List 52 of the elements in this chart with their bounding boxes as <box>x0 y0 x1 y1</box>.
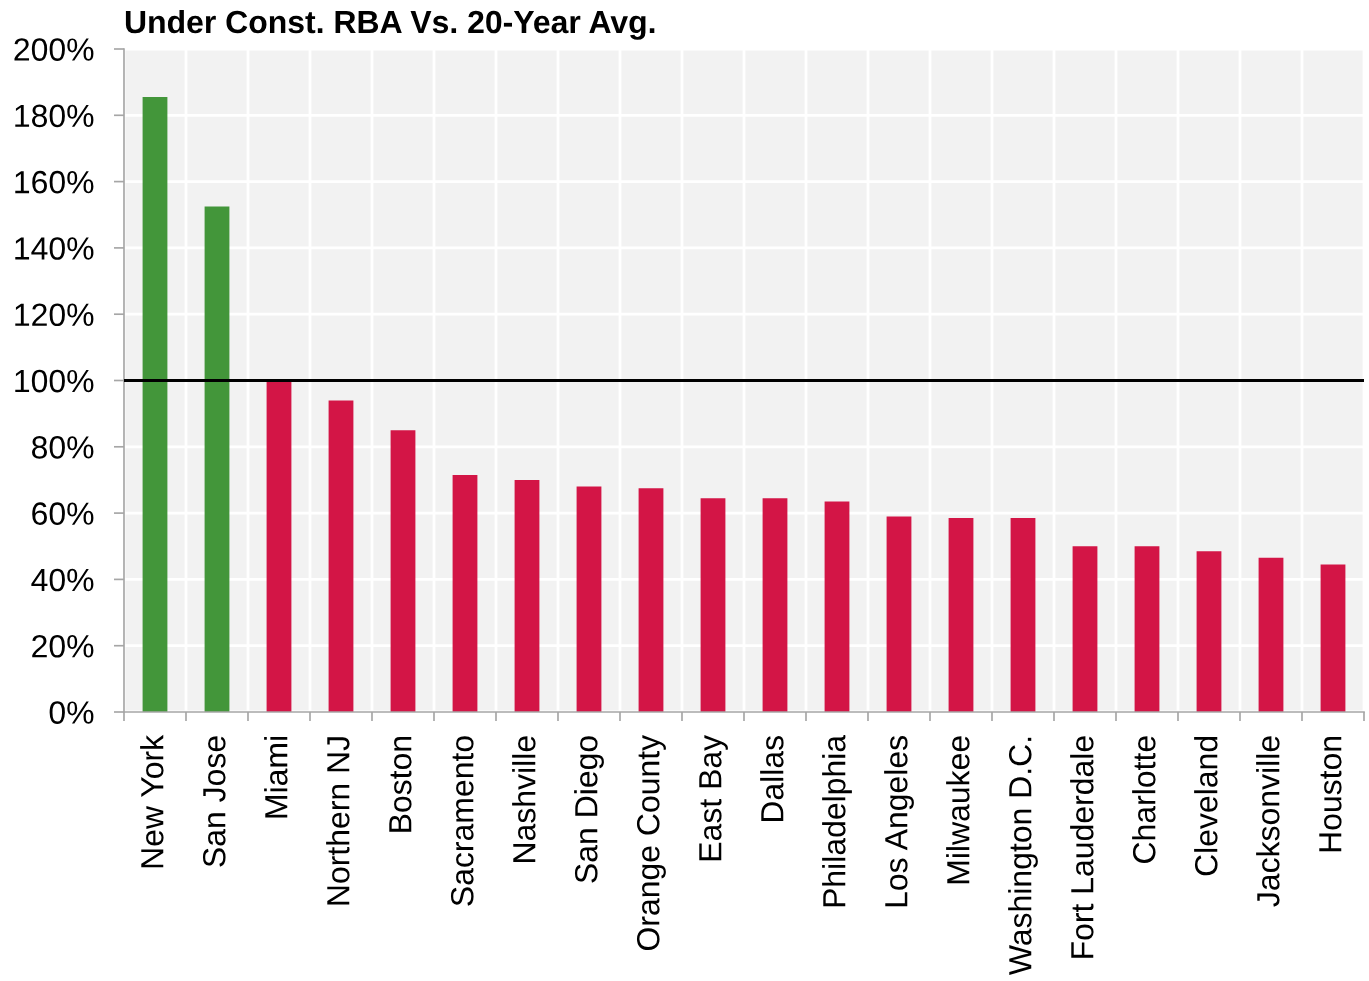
x-tick-label: San Diego <box>574 736 604 883</box>
y-tick-label: 120% <box>15 303 94 327</box>
bar <box>328 400 354 712</box>
bar <box>142 97 168 712</box>
x-tick-label: Milwaukee <box>946 736 970 884</box>
y-tick-label: 80% <box>32 436 94 459</box>
x-tick-label: New York <box>140 734 164 868</box>
x-tick-label: Philadelphia <box>822 734 852 907</box>
bar <box>452 474 478 712</box>
y-tick-label: 20% <box>32 634 94 658</box>
x-tick-label: Los Angeles <box>884 736 914 907</box>
bar <box>576 486 602 712</box>
y-tick-label: 200% <box>14 38 94 61</box>
bar <box>204 206 230 712</box>
x-tick-label: Miami <box>264 737 288 818</box>
bar <box>824 501 850 712</box>
x-tick-label: Dallas <box>760 736 784 822</box>
y-tick-label: 140% <box>15 237 94 260</box>
x-tick-label: Houston <box>1319 736 1342 852</box>
bar <box>638 488 664 712</box>
y-tick-label: 0% <box>49 701 94 724</box>
x-tick-label: Charlotte <box>1132 736 1156 863</box>
y-tick-label: 160% <box>15 170 94 194</box>
x-tick-label: Jacksonville <box>1256 736 1280 907</box>
bar <box>1258 557 1284 712</box>
x-tick-label: Fort Lauderdale <box>1070 736 1094 958</box>
y-tick-label: 100% <box>15 369 94 393</box>
bar <box>266 380 292 712</box>
bar <box>886 516 912 712</box>
x-tick-label: Cleveland <box>1194 736 1218 876</box>
bar <box>1010 518 1036 712</box>
x-tick-label: Orange County <box>636 734 666 951</box>
bar <box>762 498 788 712</box>
y-tick-label: 180% <box>15 104 94 128</box>
x-tick-label: San Jose <box>202 736 226 867</box>
bar <box>1072 546 1098 712</box>
bar <box>1320 564 1346 712</box>
bar <box>514 479 540 712</box>
x-tick-label: Northern NJ <box>326 737 350 905</box>
bar <box>948 518 974 712</box>
x-tick-label: East Bay <box>699 734 728 861</box>
bar <box>390 430 416 712</box>
x-tick-label: Boston <box>389 736 412 832</box>
x-tick-label: Sacramento <box>450 736 474 906</box>
bar <box>1134 546 1160 712</box>
x-tick-label: Nashville <box>512 736 536 862</box>
bar <box>1196 551 1222 712</box>
y-tick-label: 40% <box>31 568 94 592</box>
y-tick-label: 60% <box>32 502 94 525</box>
bar <box>700 498 726 712</box>
x-tick-label: Washington D.C. <box>1008 737 1038 976</box>
chart-title: Under Const. RBA Vs. 20-Year Avg. <box>125 9 655 40</box>
